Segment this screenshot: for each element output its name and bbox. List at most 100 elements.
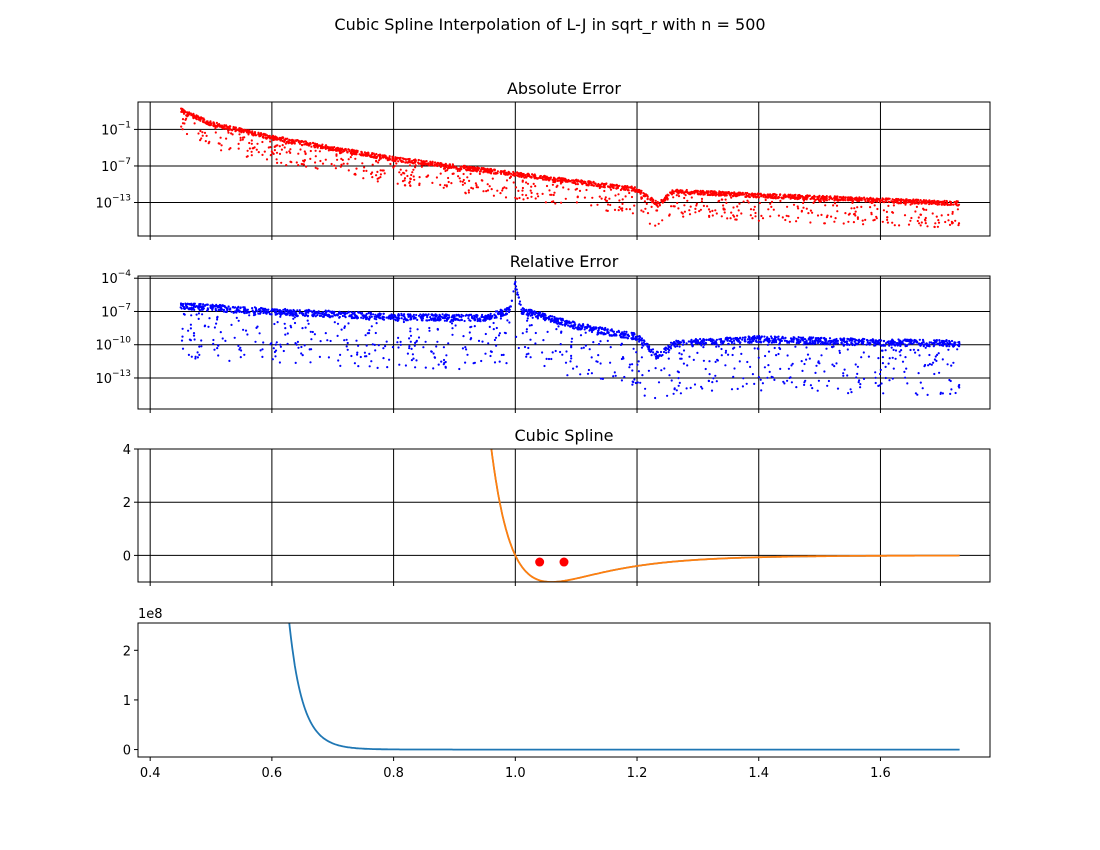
abs-error-point	[723, 208, 726, 211]
abs-error-point	[463, 182, 466, 185]
rel-error-point	[357, 311, 360, 314]
rel-error-point	[426, 319, 429, 322]
rel-error-point	[933, 358, 937, 361]
rel-error-point	[373, 315, 376, 318]
abs-error-point	[241, 128, 244, 131]
abs-error-point	[638, 189, 641, 193]
rel-error-point	[622, 357, 625, 360]
abs-error-point	[516, 174, 519, 177]
rel-error-point	[502, 313, 505, 316]
abs-error-point	[948, 203, 952, 206]
abs-error-point	[314, 146, 317, 149]
rel-error-point	[350, 354, 353, 358]
abs-error-point	[654, 224, 657, 227]
abs-error-point	[874, 199, 877, 203]
abs-error-point	[919, 199, 922, 202]
rel-error-point	[275, 308, 278, 311]
abs-error-point	[526, 173, 529, 176]
rel-error-point	[843, 368, 846, 371]
rel-error-point	[928, 343, 931, 346]
rel-error-point	[588, 348, 591, 351]
abs-error-point	[720, 215, 723, 218]
abs-error-point	[491, 170, 494, 173]
abs-error-point	[775, 193, 778, 196]
abs-error-point	[670, 193, 674, 196]
rel-error-point	[954, 391, 957, 395]
abs-error-point	[313, 142, 317, 145]
abs-error-point	[654, 199, 657, 202]
abs-error-point	[812, 201, 815, 204]
rel-error-point	[391, 346, 394, 349]
abs-error-point	[677, 207, 680, 210]
abs-error-point	[857, 199, 861, 202]
rel-error-point	[873, 344, 876, 347]
abs-error-point	[869, 197, 872, 200]
rel-error-point	[618, 334, 622, 337]
rel-error-point	[181, 304, 184, 307]
rel-error-point	[710, 389, 714, 392]
abs-error-point	[590, 182, 593, 185]
abs-error-point	[660, 200, 663, 203]
abs-error-point	[379, 173, 382, 176]
rel-error-point	[492, 328, 495, 331]
rel-error-point	[821, 341, 824, 344]
abs-error-point	[417, 158, 420, 162]
abs-error-point	[478, 167, 481, 170]
abs-error-point	[746, 199, 749, 202]
rel-error-point	[370, 360, 373, 363]
rel-error-point	[811, 387, 814, 390]
abs-error-point	[787, 215, 790, 218]
rel-error-point	[282, 349, 285, 353]
abs-error-point	[422, 160, 425, 163]
abs-error-point	[297, 152, 300, 155]
abs-error-point	[231, 128, 234, 131]
rel-error-point	[237, 305, 240, 308]
rel-error-point	[934, 340, 938, 343]
abs-error-point	[614, 194, 617, 197]
rel-error-point	[570, 357, 573, 360]
rel-error-point	[205, 303, 208, 306]
abs-error-point	[259, 133, 262, 136]
rel-error-point	[399, 340, 402, 343]
rel-error-point	[632, 347, 635, 350]
abs-error-point	[533, 173, 536, 176]
rel-error-point	[309, 330, 312, 333]
abs-error-point	[318, 150, 321, 153]
rel-error-point	[631, 338, 634, 341]
rel-error-point	[874, 371, 877, 374]
rel-error-point	[917, 372, 920, 375]
rel-error-point	[597, 354, 600, 357]
abs-error-point	[956, 204, 960, 207]
abs-error-point	[910, 201, 914, 204]
abs-error-point	[411, 159, 414, 162]
abs-error-point	[644, 207, 647, 210]
abs-error-point	[412, 168, 415, 171]
abs-error-point	[723, 193, 726, 196]
abs-error-point	[278, 138, 281, 141]
rel-error-point	[258, 332, 261, 335]
rel-error-point	[512, 290, 515, 293]
abs-error-point	[926, 225, 929, 228]
abs-error-point	[465, 169, 468, 172]
abs-error-point	[677, 191, 680, 194]
abs-error-point	[394, 156, 397, 159]
abs-error-point	[852, 213, 856, 216]
abs-error-point	[924, 200, 927, 203]
abs-error-point	[340, 157, 343, 160]
rel-error-point	[487, 342, 490, 345]
rel-error-point	[197, 305, 200, 308]
rel-error-point	[333, 321, 336, 324]
abs-error-point	[494, 172, 497, 175]
rel-error-point	[313, 333, 316, 336]
rel-error-point	[654, 396, 657, 400]
rel-error-point	[783, 382, 786, 385]
y-tick-label: 10−13	[95, 194, 131, 212]
rel-error-point	[729, 336, 732, 339]
abs-error-point	[392, 166, 395, 169]
abs-error-point	[264, 134, 267, 137]
rel-error-point	[255, 308, 258, 311]
abs-error-point	[648, 222, 652, 225]
abs-error-point	[267, 146, 270, 149]
rel-error-point	[219, 331, 222, 334]
